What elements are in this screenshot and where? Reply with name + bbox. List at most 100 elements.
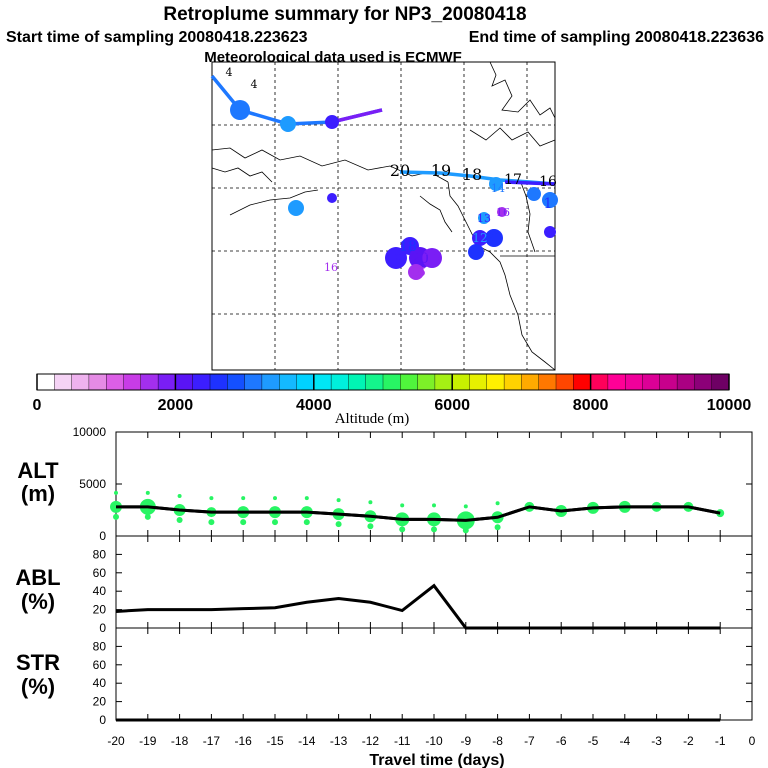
alt-point-spread: [241, 496, 246, 501]
str-y-tick-label: 0: [99, 713, 106, 727]
trajectory-marker: [485, 229, 503, 247]
alt-point-spread: [462, 527, 469, 534]
trajectory-marker: [472, 230, 488, 246]
colorbar-swatch: [140, 373, 159, 391]
x-tick-label: -4: [619, 734, 630, 748]
alt-point-spread: [368, 500, 373, 505]
alt-y-tick-label: 10000: [73, 425, 107, 439]
map-day-label: 1: [544, 196, 553, 212]
colorbar-swatch: [486, 373, 505, 391]
trajectory-line-2-end: [504, 180, 556, 186]
altitude-colorbar: 0 2000 4000 6000 8000 10000: [33, 373, 752, 414]
x-tick-label: -16: [235, 734, 253, 748]
alt-point-spread: [113, 513, 119, 520]
map-day-label: 20: [390, 161, 410, 180]
alt-point-spread: [432, 503, 436, 508]
trajectory-tracks: [210, 74, 558, 280]
x-axis-title: Travel time (days): [369, 752, 504, 768]
alt-point-spread: [176, 517, 183, 523]
colorbar-swatch: [555, 373, 574, 391]
colorbar-swatch: [88, 373, 107, 391]
alt-point-spread: [495, 501, 500, 506]
colorbar-swatch: [434, 373, 453, 391]
map-frame: [211, 61, 556, 371]
colorbar-swatch: [209, 373, 228, 391]
colorbar-swatch: [590, 373, 609, 391]
colorbar-swatch: [503, 373, 522, 391]
map-day-label: 19: [385, 252, 403, 268]
alt-point-spread: [144, 513, 151, 520]
colorbar-swatch: [71, 373, 90, 391]
map-day-label: 12: [472, 231, 487, 245]
colorbar-tick-label: 4000: [296, 397, 332, 414]
x-tick-label: -20: [107, 734, 125, 748]
colorbar-swatch: [607, 373, 626, 391]
alt-panel-unit: (m): [21, 481, 55, 506]
abl-y-tick-label: 0: [99, 621, 106, 635]
map-day-label: 4: [251, 78, 258, 91]
abl-y-tick-label: 40: [93, 584, 107, 598]
trajectory-line-1-end: [331, 108, 383, 124]
alt-point-spread: [303, 519, 310, 526]
trajectory-marker: [230, 100, 250, 120]
colorbar-swatch: [382, 373, 401, 391]
colorbar-tick-label: 10000: [707, 397, 752, 414]
str-panel-unit: (%): [21, 674, 55, 699]
colorbar-swatch: [157, 373, 176, 391]
str-y-tick-label: 20: [93, 695, 107, 709]
colorbar-swatch: [227, 373, 246, 391]
abl-y-tick-label: 20: [93, 603, 107, 617]
alt-point-spread: [494, 524, 501, 531]
alt-panel-label: ALT: [17, 458, 59, 483]
alt-y-tick-label: 5000: [79, 477, 106, 491]
colorbar-swatch: [348, 373, 367, 391]
colorbar-swatch: [365, 373, 384, 391]
colorbar-swatch: [36, 373, 55, 391]
figure-title: Retroplume summary for NP3_20080418: [163, 4, 526, 25]
str-y-tick-label: 60: [93, 658, 107, 672]
abl-y-tick-label: 80: [93, 547, 107, 561]
map-day-label: 2: [283, 116, 292, 132]
alt-point-spread: [209, 496, 214, 501]
map-day-label: 16: [324, 261, 338, 274]
colorbar-swatch: [261, 373, 280, 391]
map-day-label: 3: [234, 102, 243, 118]
map-day-label: 13: [477, 212, 491, 225]
colorbar-swatch: [711, 373, 730, 391]
x-tick-label: -1: [715, 734, 726, 748]
abl-series-line: [115, 583, 721, 630]
map-day-label: 20: [288, 201, 303, 215]
colorbar-swatch: [469, 373, 488, 391]
map-day-label: 17: [504, 172, 522, 188]
x-tick-label: -9: [460, 734, 471, 748]
x-tick-label: -7: [524, 734, 535, 748]
colorbar-swatch: [244, 373, 263, 391]
alt-point-spread: [399, 526, 406, 533]
trajectory-marker: [542, 192, 558, 208]
alt-point-spread: [335, 521, 342, 528]
map-day-label: 19: [431, 161, 451, 180]
colorbar-swatch: [452, 373, 471, 391]
colorbar-swatch: [313, 373, 332, 391]
alt-point-spread: [177, 494, 182, 498]
colorbar-tick-label: 6000: [434, 397, 470, 414]
x-tick-label: -14: [298, 734, 316, 748]
map-day-label: 18: [462, 165, 482, 184]
colorbar-swatch: [296, 373, 315, 391]
x-tick-label: -19: [139, 734, 157, 748]
start-time-label: Start time of sampling 20080418.223623: [6, 29, 308, 46]
alt-point-spread: [463, 504, 468, 509]
x-tick-label: -17: [203, 734, 221, 748]
map-coastlines: [211, 61, 556, 371]
colorbar-swatch: [192, 373, 211, 391]
map-day-label: 16: [496, 206, 510, 219]
alt-point-spread: [272, 519, 278, 526]
x-tick-label: -12: [362, 734, 380, 748]
colorbar-swatch: [123, 373, 142, 391]
x-tick-label: -13: [330, 734, 348, 748]
alt-point-spread: [145, 490, 150, 495]
colorbar-swatch: [676, 373, 695, 391]
str-y-tick-label: 40: [93, 676, 107, 690]
